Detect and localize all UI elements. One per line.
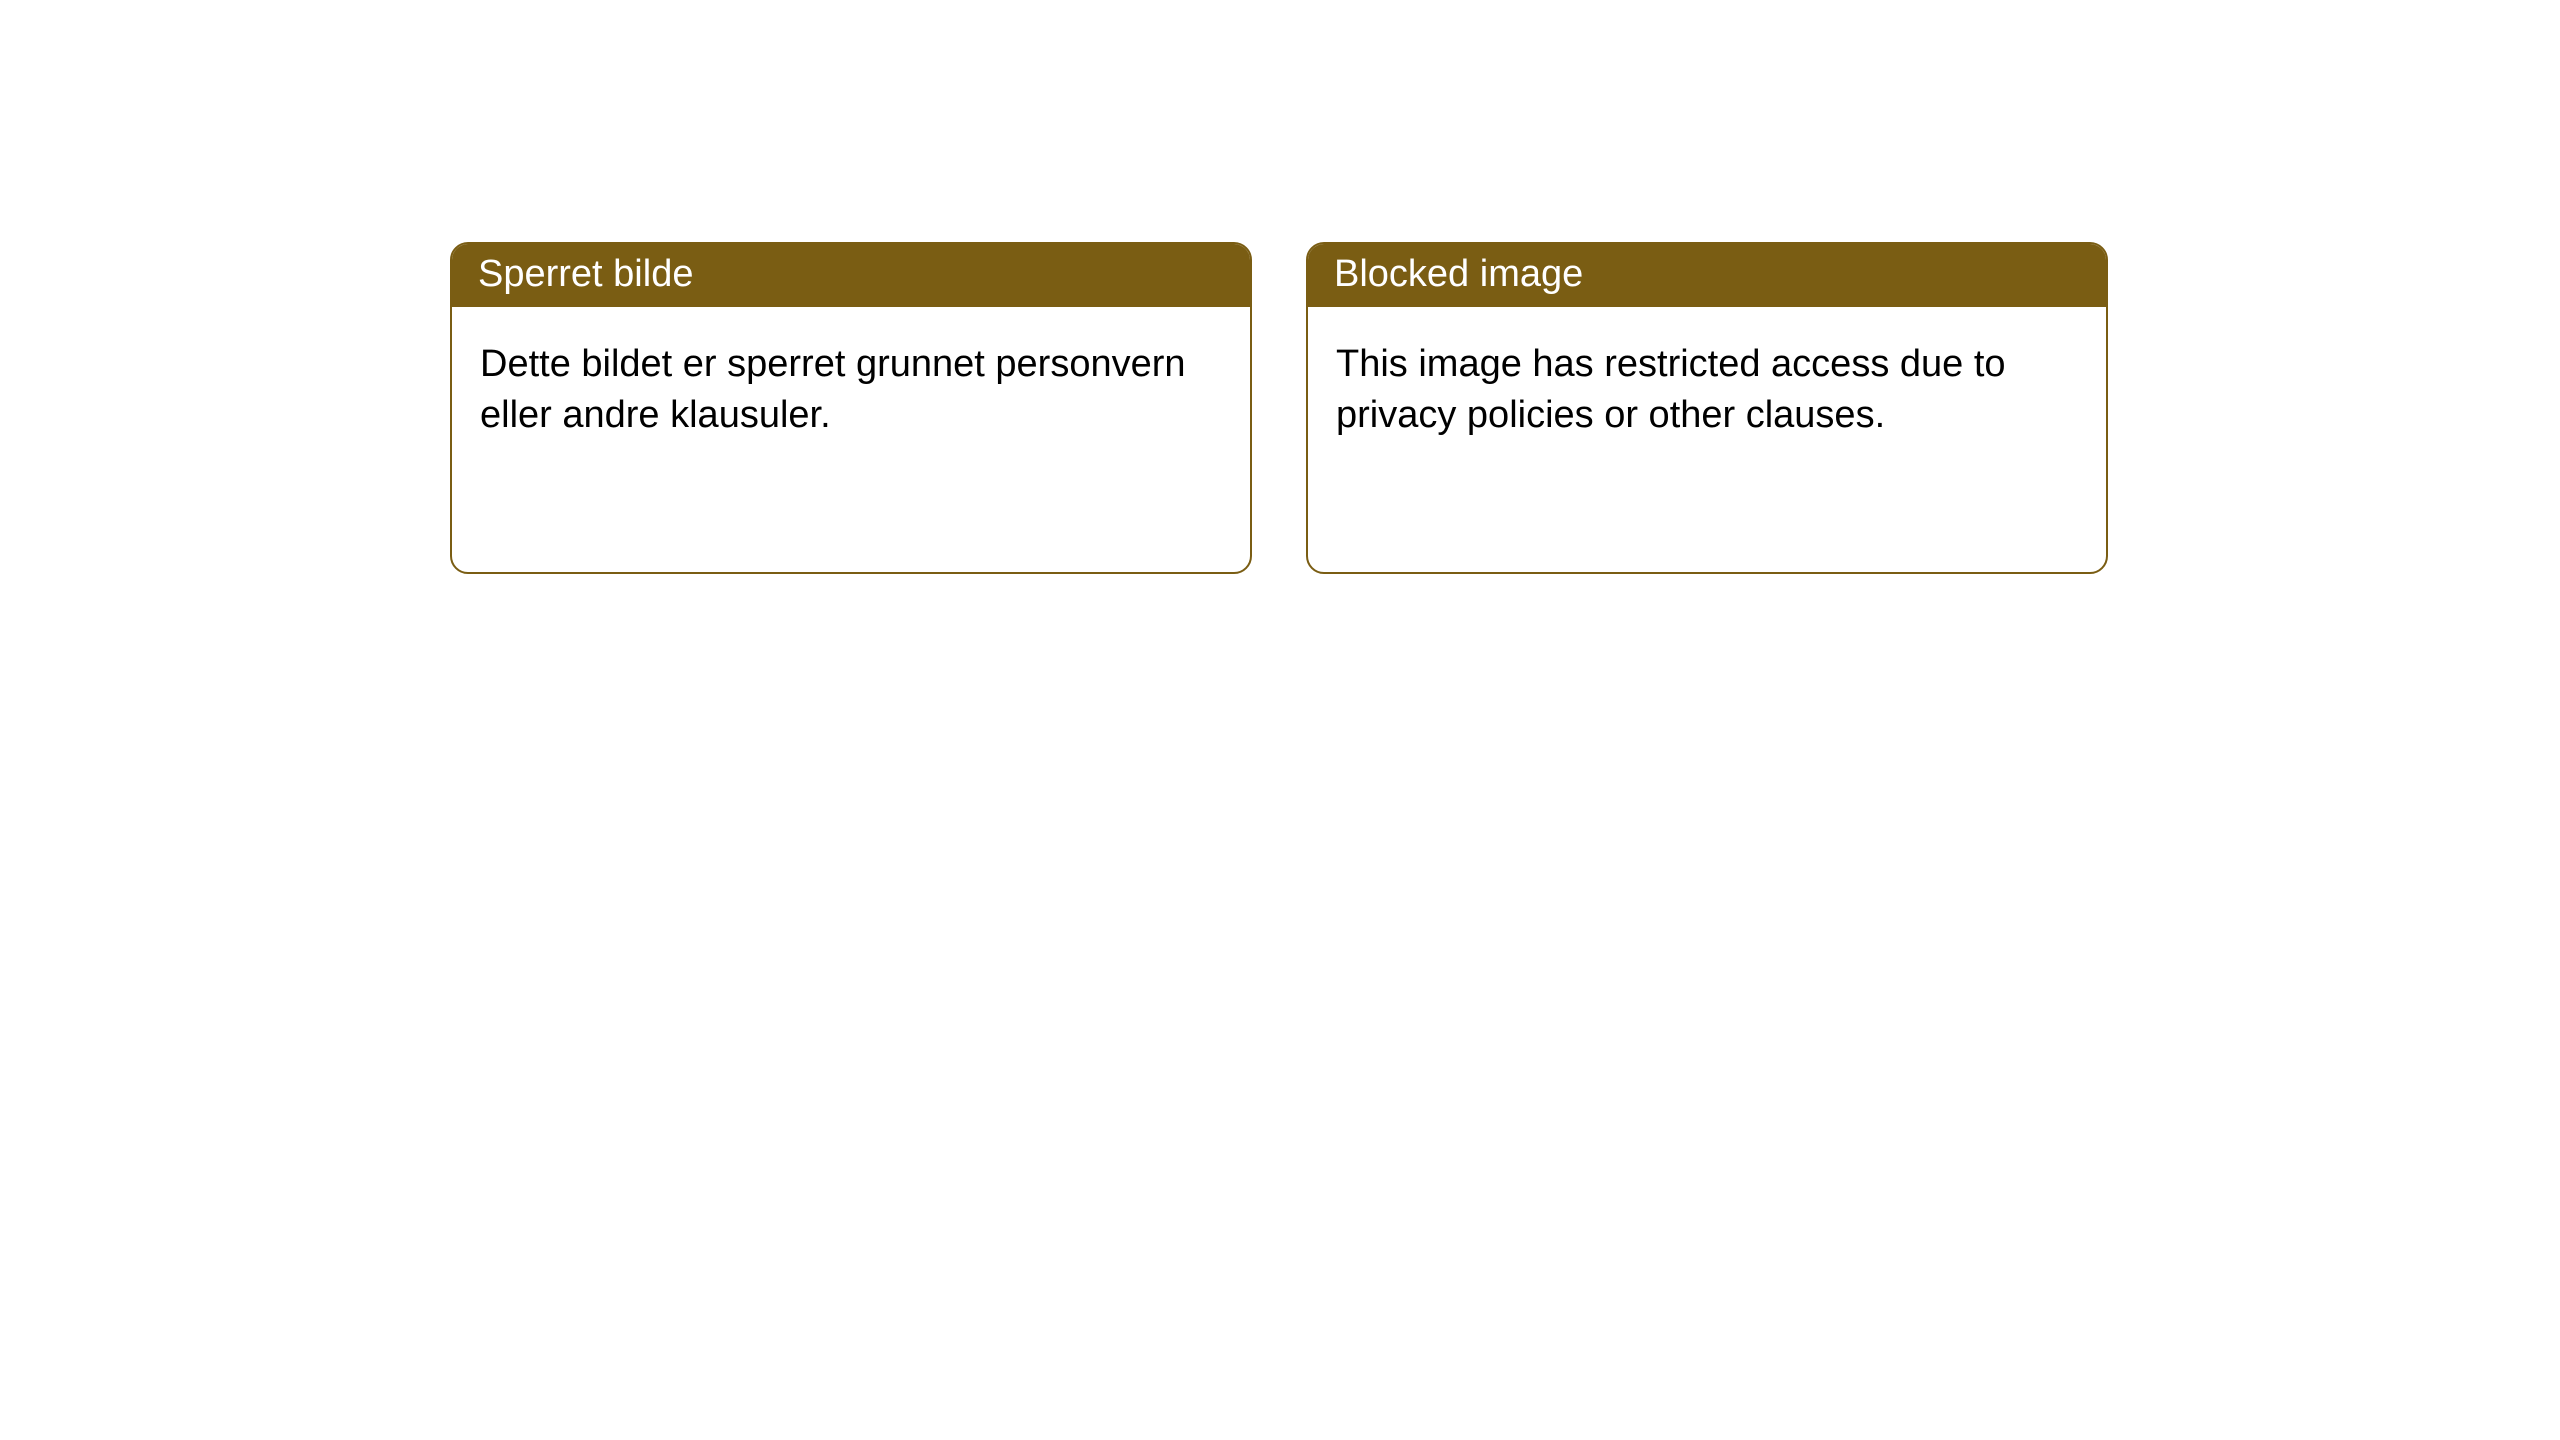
notice-body-english: This image has restricted access due to … bbox=[1308, 307, 2106, 473]
notice-card-english: Blocked image This image has restricted … bbox=[1306, 242, 2108, 574]
notice-body-norwegian: Dette bildet er sperret grunnet personve… bbox=[452, 307, 1250, 473]
notice-card-norwegian: Sperret bilde Dette bildet er sperret gr… bbox=[450, 242, 1252, 574]
notice-container: Sperret bilde Dette bildet er sperret gr… bbox=[0, 0, 2560, 574]
notice-header-english: Blocked image bbox=[1308, 244, 2106, 307]
notice-header-norwegian: Sperret bilde bbox=[452, 244, 1250, 307]
